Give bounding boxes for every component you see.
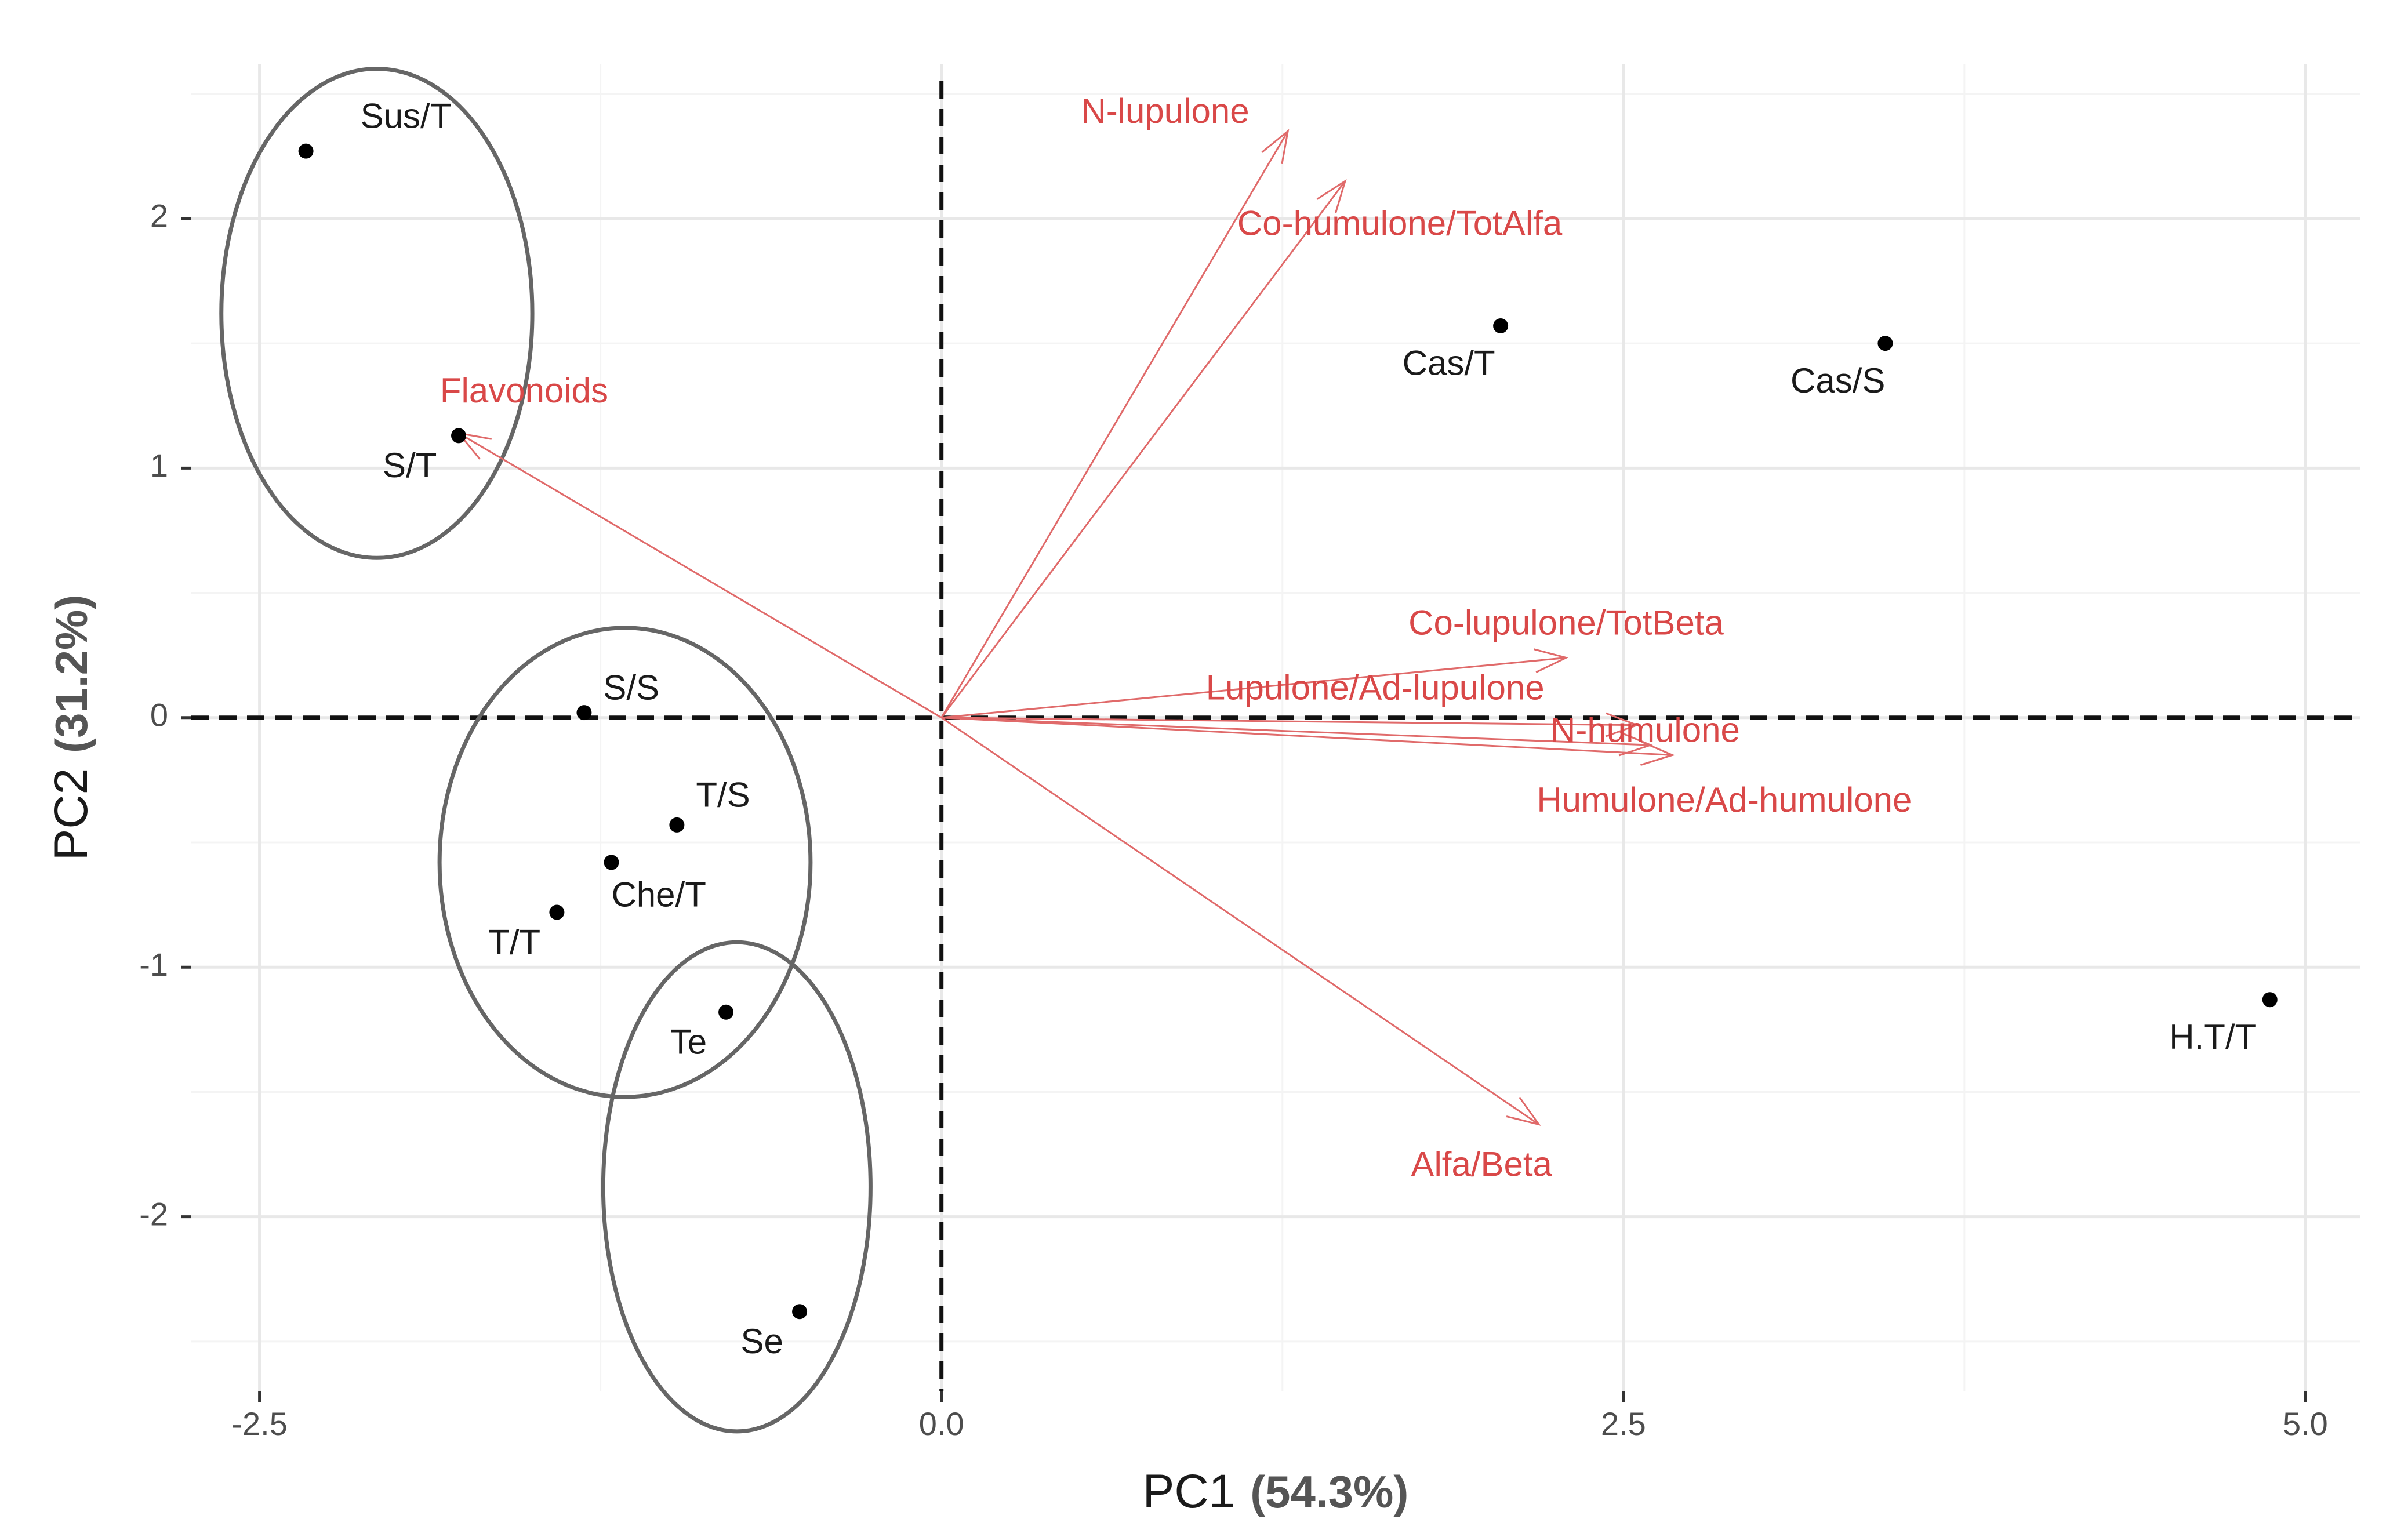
x-tick-label: 5.0 bbox=[2283, 1405, 2328, 1442]
x-axis-variance: (54.3%) bbox=[1250, 1466, 1408, 1517]
loading-label: N-lupulone bbox=[1081, 92, 1249, 130]
data-point bbox=[792, 1304, 808, 1320]
x-tick-label: -2.5 bbox=[231, 1405, 288, 1442]
point-label: Te bbox=[670, 1023, 707, 1062]
loading-label: Co-humulone/TotAlfa bbox=[1237, 204, 1563, 243]
loading-vectors: N-lupulone Co-humulone/TotAlfa Flavonoids C… bbox=[440, 92, 1912, 1184]
x-axis-ticks: -2.5 0.0 2.5 5.0 bbox=[231, 1391, 2328, 1442]
data-point bbox=[451, 428, 467, 444]
point-label: Che/T bbox=[611, 875, 706, 914]
loading-label: Humulone/Ad-humulone bbox=[1537, 780, 1912, 819]
y-tick-label: -1 bbox=[139, 946, 168, 983]
point-label: S/T bbox=[383, 446, 437, 485]
data-point bbox=[1493, 318, 1509, 333]
point-label: S/S bbox=[603, 668, 659, 707]
loading-arrow bbox=[940, 717, 1539, 1125]
minor-gridlines bbox=[191, 64, 2360, 1391]
loading-label: Co-lupulone/TotBeta bbox=[1408, 603, 1724, 642]
y-tick-label: 1 bbox=[150, 447, 168, 484]
reference-lines bbox=[191, 81, 2360, 1391]
y-axis-ticks: -2 -1 0 1 2 bbox=[139, 198, 191, 1232]
loading-arrow bbox=[459, 433, 942, 719]
point-label: Se bbox=[740, 1322, 783, 1361]
y-tick-label: 0 bbox=[150, 697, 168, 733]
data-point bbox=[604, 855, 619, 870]
data-point bbox=[549, 904, 565, 920]
point-label: T/S bbox=[696, 775, 750, 814]
loading-label: Lupulone/Ad-lupulone bbox=[1206, 668, 1545, 707]
point-label: T/T bbox=[488, 922, 540, 961]
point-label: Cas/S bbox=[1790, 361, 1885, 400]
x-axis-label: PC1 bbox=[1143, 1465, 1236, 1518]
loading-arrow bbox=[941, 717, 1651, 745]
group-ellipse-3 bbox=[601, 940, 873, 1434]
x-tick-label: 0.0 bbox=[919, 1405, 964, 1442]
loading-arrow bbox=[940, 181, 1345, 718]
data-point bbox=[298, 143, 314, 159]
group-ellipse-1 bbox=[219, 67, 535, 560]
data-point bbox=[1877, 336, 1893, 351]
loading-label: N-humulone bbox=[1550, 710, 1740, 749]
point-label: H.T/T bbox=[2169, 1018, 2256, 1056]
y-tick-label: -2 bbox=[139, 1196, 168, 1232]
group-ellipse-2 bbox=[437, 626, 813, 1099]
y-tick-label: 2 bbox=[150, 198, 168, 234]
loading-arrow bbox=[941, 657, 1566, 719]
loading-arrow bbox=[941, 717, 1673, 755]
y-axis-label: PC2 bbox=[45, 768, 97, 861]
data-point bbox=[576, 705, 592, 721]
group-ellipses bbox=[219, 67, 873, 1434]
loading-arrow bbox=[940, 131, 1288, 718]
data-point bbox=[718, 1004, 734, 1020]
data-point bbox=[2262, 992, 2278, 1008]
y-axis-variance: (31.2%) bbox=[46, 595, 97, 753]
x-axis-title: PC1 (54.3%) bbox=[1143, 1465, 1409, 1518]
loading-label: Alfa/Beta bbox=[1411, 1144, 1552, 1183]
point-label: Cas/T bbox=[1403, 344, 1495, 383]
loading-label: Flavonoids bbox=[440, 371, 608, 410]
y-axis-title: PC2 (31.2%) bbox=[45, 595, 97, 861]
point-label: Sus/T bbox=[361, 97, 452, 136]
x-tick-label: 2.5 bbox=[1601, 1405, 1646, 1442]
observation-points: Sus/T S/T S/S T/S Che/T T/T Te Se Cas/T Cas/S H.T/… bbox=[298, 97, 2278, 1361]
loading-arrow bbox=[941, 718, 1637, 725]
data-point bbox=[669, 817, 685, 833]
